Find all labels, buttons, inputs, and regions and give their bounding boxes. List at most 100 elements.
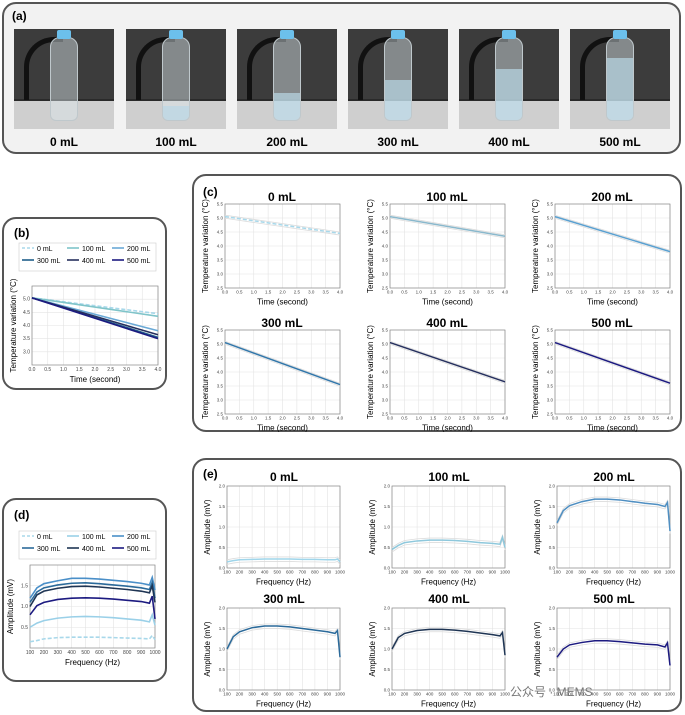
y-tick-label: 0.0 [219, 566, 226, 571]
series-line-400-mL [389, 341, 506, 383]
x-tick-label: 1.5 [430, 416, 437, 421]
y-tick-label: 2.0 [219, 484, 226, 489]
x-tick-label: 800 [311, 570, 319, 575]
x-tick-label: 800 [476, 570, 484, 575]
x-axis-label: Frequency (Hz) [256, 700, 311, 709]
subplot-title: 300 mL [263, 592, 304, 606]
legend-label: 400 mL [82, 546, 105, 553]
x-tick-label: 200 [401, 570, 409, 575]
x-tick-label: 500 [603, 570, 611, 575]
y-tick-label: 0.5 [219, 667, 226, 672]
x-tick-label: 800 [123, 650, 132, 656]
x-tick-label: 2.0 [444, 416, 451, 421]
x-tick-label: 600 [451, 692, 459, 697]
plot-frame [554, 203, 671, 289]
x-tick-label: 0.0 [387, 416, 394, 421]
x-tick-label: 300 [578, 692, 586, 697]
plot-frame [224, 203, 341, 289]
x-axis-label: Time (second) [257, 424, 308, 433]
y-tick-label: 4.0 [217, 370, 224, 375]
series-line-100-mL [31, 297, 159, 318]
plot-frame [226, 485, 341, 569]
x-tick-label: 300 [248, 570, 256, 575]
x-tick-label: 4.0 [667, 290, 674, 295]
y-tick-label: 3.5 [382, 258, 389, 263]
x-axis-label: Time (second) [587, 424, 638, 433]
panel-e-label: (e) [203, 467, 218, 481]
y-tick-label: 4.0 [23, 323, 30, 329]
x-tick-label: 0.5 [566, 290, 573, 295]
panel-d: (d) [2, 498, 167, 682]
x-tick-label: 600 [286, 692, 294, 697]
x-tick-label: 800 [641, 570, 649, 575]
x-tick-label: 3.5 [322, 416, 329, 421]
y-tick-label: 0.0 [219, 688, 226, 693]
y-tick-label: 1.0 [549, 647, 556, 652]
series-line-500-mL [554, 341, 671, 384]
x-tick-label: 700 [464, 692, 472, 697]
y-tick-label: 2.5 [547, 286, 554, 291]
y-tick-label: 2.5 [382, 412, 389, 417]
y-tick-label: 3.5 [547, 258, 554, 263]
volume-label: 500 mL [599, 135, 641, 149]
subplot-title: 400 mL [428, 592, 469, 606]
x-tick-label: 1000 [665, 692, 676, 697]
bottle-photo-5 [570, 29, 670, 129]
legend-label: 400 mL [82, 258, 105, 265]
y-tick-label: 5.0 [23, 297, 30, 303]
y-axis-label: Temperature variation (°C) [531, 199, 540, 293]
y-tick-label: 3.5 [217, 258, 224, 263]
x-tick-label: 700 [464, 570, 472, 575]
x-tick-label: 800 [476, 692, 484, 697]
watermark: 公众号 · MEMS [510, 685, 593, 699]
y-tick-label: 1.0 [384, 647, 391, 652]
x-tick-label: 600 [451, 570, 459, 575]
chart-e: 0 mL 0.0 0.5 1.0 1.5 2.0 100 200 300 400 500 600 700… [203, 470, 676, 709]
water-level [385, 80, 411, 120]
y-axis-label: Amplitude (mV) [203, 621, 212, 676]
x-tick-label: 0.5 [401, 416, 408, 421]
x-tick-label: 600 [95, 650, 104, 656]
x-tick-label: 0.0 [222, 416, 229, 421]
x-tick-label: 3.0 [123, 367, 130, 373]
x-tick-label: 0.0 [222, 290, 229, 295]
x-tick-label: 3.0 [473, 290, 480, 295]
x-tick-label: 4.0 [667, 416, 674, 421]
y-tick-label: 0.0 [549, 688, 556, 693]
x-tick-label: 500 [81, 650, 90, 656]
y-tick-label: 5.5 [547, 202, 554, 207]
x-tick-label: 600 [286, 570, 294, 575]
x-tick-label: 4.0 [337, 416, 344, 421]
plot-frame [389, 329, 506, 415]
x-tick-label: 100 [553, 570, 561, 575]
x-tick-label: 1000 [500, 570, 511, 575]
y-tick-label: 3.0 [382, 272, 389, 277]
x-tick-label: 1000 [149, 650, 160, 656]
replicate-trace [556, 638, 671, 664]
series-line-100-mL [29, 612, 156, 628]
bottle-photo-3 [348, 29, 448, 129]
x-tick-label: 3.5 [652, 416, 659, 421]
x-tick-label: 500 [273, 692, 281, 697]
x-tick-label: 0.5 [236, 290, 243, 295]
x-axis-label: Frequency (Hz) [586, 578, 641, 587]
x-tick-label: 1.0 [60, 367, 67, 373]
x-tick-label: 700 [629, 692, 637, 697]
bottle-cap [613, 30, 627, 39]
y-tick-label: 1.0 [219, 647, 226, 652]
x-tick-label: 1.0 [251, 416, 258, 421]
y-tick-label: 4.0 [547, 244, 554, 249]
y-tick-label: 3.5 [382, 384, 389, 389]
x-tick-label: 400 [261, 570, 269, 575]
x-tick-label: 3.5 [487, 416, 494, 421]
x-tick-label: 100 [223, 692, 231, 697]
y-tick-label: 1.5 [549, 504, 556, 509]
x-tick-label: 900 [324, 570, 332, 575]
x-axis-label: Time (second) [422, 298, 473, 307]
panel-a: (a) [2, 2, 681, 154]
y-tick-label: 3.0 [382, 398, 389, 403]
y-axis-label: Amplitude (mV) [368, 621, 377, 676]
x-tick-label: 100 [26, 650, 35, 656]
plot-frame [556, 607, 671, 691]
volume-label: 0 mL [49, 135, 78, 149]
